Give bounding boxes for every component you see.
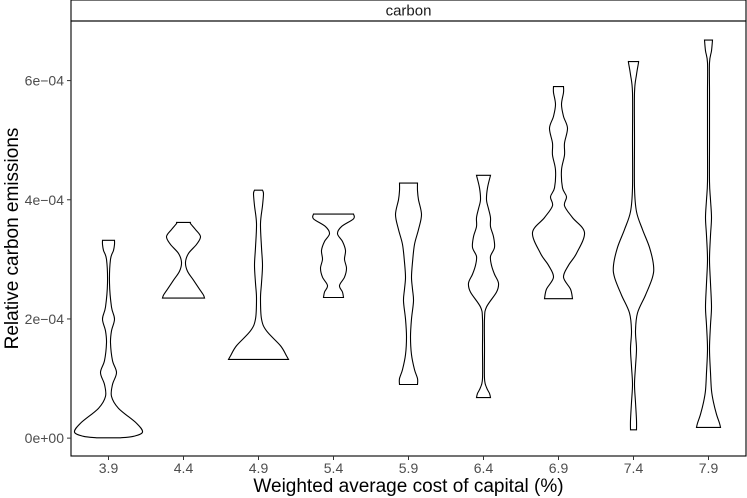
x-tick-label: 7.4: [624, 460, 644, 476]
x-tick-label: 3.9: [99, 460, 119, 476]
y-axis-title: Relative carbon emissions: [2, 128, 23, 350]
violin-5-9: [394, 182, 423, 386]
facet-strip-label: carbon: [386, 3, 432, 20]
x-tick-label: 7.9: [699, 460, 719, 476]
x-tick-label: 5.4: [324, 460, 344, 476]
x-axis: 3.9 4.4 4.9 5.4 5.9 6.4 6.9 7.4 7.9: [99, 456, 719, 476]
violin-3-9: [73, 239, 144, 439]
violin-4-9: [227, 189, 290, 361]
plot-panel: [70, 20, 747, 457]
violin-6-4: [467, 174, 500, 399]
x-tick-label: 6.9: [549, 460, 569, 476]
y-tick-label: 2e−04: [25, 311, 65, 327]
violin-6-9: [531, 86, 586, 300]
y-tick-label: 4e−04: [25, 192, 65, 208]
x-tick-label: 4.9: [249, 460, 269, 476]
violin-7-9: [695, 39, 722, 428]
violin-5-4: [312, 213, 355, 299]
x-tick-label: 6.4: [474, 460, 494, 476]
violin-7-4: [612, 60, 655, 431]
x-axis-title: Weighted average cost of capital (%): [253, 476, 563, 497]
y-tick-label: 6e−04: [25, 73, 65, 89]
violin-4-4: [161, 221, 206, 299]
y-tick-label: 0e+00: [25, 430, 65, 446]
x-tick-label: 5.9: [399, 460, 419, 476]
y-axis: 0e+00 2e−04 4e−04 6e−04: [25, 73, 71, 446]
x-tick-label: 4.4: [174, 460, 194, 476]
violin-group: [73, 39, 722, 439]
